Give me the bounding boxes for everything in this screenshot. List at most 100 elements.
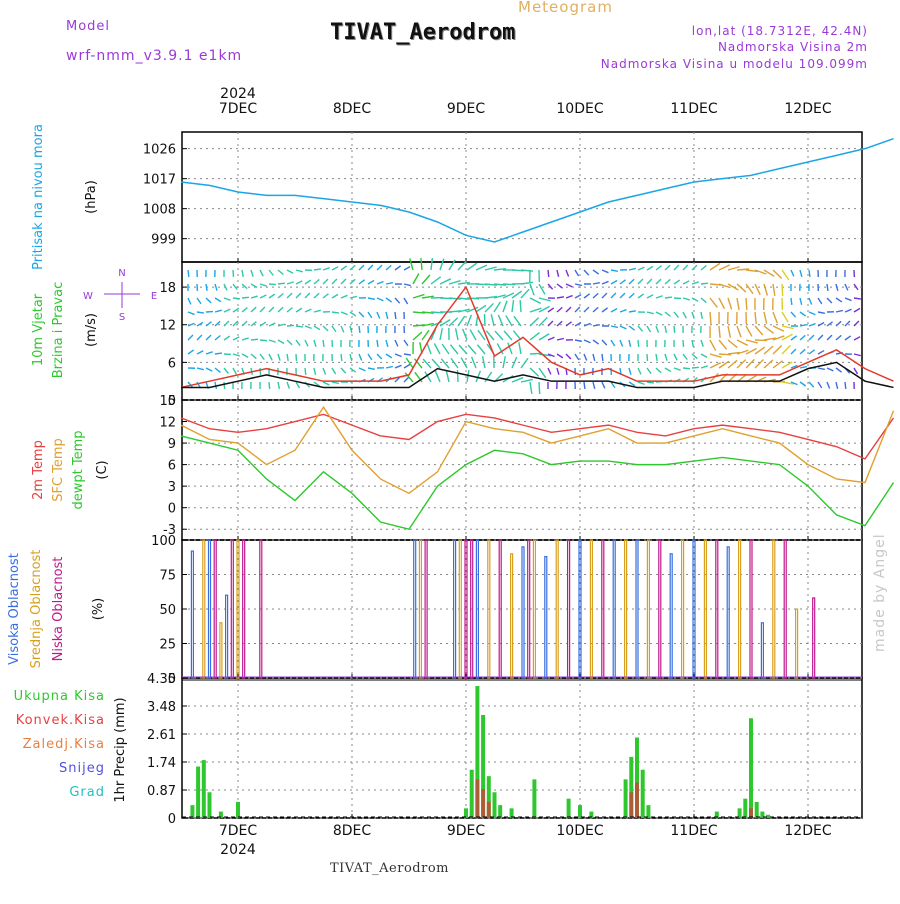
wind-arrow	[755, 359, 763, 368]
wind-arrow	[323, 268, 330, 270]
temp-ylabel-sfc: SFC Temp	[51, 438, 66, 502]
precip-total-bar	[766, 815, 770, 818]
y-tick-label: 4.35	[147, 672, 176, 687]
wind-arrow	[719, 298, 724, 309]
cloud-low-bar	[659, 540, 661, 678]
wind-arrow	[611, 340, 615, 346]
wind-arrow	[647, 326, 651, 332]
wind-arrow	[854, 354, 861, 356]
wind-arrow	[350, 354, 352, 361]
wind-arrow	[458, 316, 465, 326]
temp2m-line	[181, 414, 894, 459]
wind-arrow	[305, 309, 311, 312]
wind-arrow	[305, 293, 310, 298]
wind-arrow	[836, 321, 841, 326]
wind-arrow	[224, 298, 231, 300]
wind-arrow	[386, 283, 393, 284]
wind-arrow	[450, 345, 458, 354]
wind-arrow	[809, 312, 815, 315]
y-tick-label: 15	[159, 394, 176, 409]
wind-arrow	[404, 284, 411, 286]
top-day-label: 11DEC	[670, 101, 717, 117]
precip-total-bar	[236, 802, 240, 818]
dewpoint-line	[181, 436, 894, 529]
pressure-unit: (hPa)	[84, 180, 99, 214]
wind-arrow	[521, 289, 529, 298]
wind-arrow	[602, 293, 607, 298]
wind-arrow	[620, 326, 626, 329]
wind-arrow	[278, 354, 280, 361]
y-tick-label: 1.74	[147, 756, 176, 771]
pressure-ylabel: Pritisak na nivou mora	[31, 124, 46, 270]
bottom-year-label: 2024	[220, 842, 256, 858]
y-tick-label: 1026	[143, 143, 176, 158]
wind-arrow	[674, 354, 677, 360]
elevation-label: Nadmorska Visina 2m	[718, 40, 868, 54]
wind-arrow	[683, 265, 688, 270]
wind-arrow	[575, 354, 579, 360]
wind-unit: (m/s)	[84, 313, 99, 347]
wind-arrow	[773, 312, 777, 323]
cloud-high-bar	[414, 540, 416, 678]
wind-arrow	[809, 298, 812, 304]
wind-arrow	[845, 284, 848, 290]
wind-arrow	[314, 279, 319, 284]
wind-arrow	[260, 270, 263, 276]
wind-arrow	[296, 340, 300, 346]
wind-arrow	[764, 284, 767, 296]
wind-arrow	[548, 308, 554, 312]
wind-arrow	[836, 368, 842, 372]
wind-arrow	[404, 354, 411, 355]
wind-arrow	[539, 284, 545, 294]
wind-arrow	[665, 265, 670, 270]
wind-arrow	[404, 377, 409, 382]
wind-arrow	[665, 279, 670, 284]
wind-arrow	[341, 368, 346, 373]
wind-arrow	[818, 368, 825, 369]
wind-arrow	[441, 359, 449, 368]
cloud-high-bar	[191, 551, 193, 678]
wind-arrow	[854, 368, 858, 374]
wind-arrow	[504, 331, 512, 340]
wind-arrow	[719, 326, 720, 338]
cloud-mid-bar	[773, 540, 775, 678]
wind-arrow	[456, 328, 458, 340]
wind-arrow	[423, 359, 431, 368]
cloud-high-bar	[454, 540, 456, 678]
wind-arrow	[557, 321, 562, 326]
wind-arrow	[188, 312, 195, 314]
wind-arrow	[683, 281, 689, 284]
wind-arrow	[476, 305, 486, 312]
wind-arrow	[305, 326, 312, 328]
wind-arrow	[773, 361, 783, 368]
credit-label: made by Angel	[872, 533, 888, 652]
wind-arrow	[620, 293, 625, 298]
top-day-label: 7DEC	[219, 101, 258, 117]
precip-legend-0: Ukupna Kisa	[14, 689, 105, 704]
wind-arrow	[332, 267, 338, 270]
wind-arrow	[530, 382, 532, 394]
wind-arrow	[782, 312, 788, 322]
wind-arrow	[188, 270, 189, 277]
wind-arrow	[827, 322, 833, 326]
wind-arrow	[719, 340, 727, 349]
cloud-low-bar	[750, 540, 752, 678]
wind-arrow	[413, 274, 419, 284]
wind-arrow	[434, 343, 440, 354]
temperature-frame	[182, 400, 862, 540]
wind-arrow	[341, 354, 342, 361]
bottom-day-label: 9DEC	[447, 823, 486, 839]
cloud-mid-bar	[625, 540, 627, 678]
cloud-high-bar	[209, 540, 211, 678]
wind-arrow	[809, 270, 810, 277]
wind-arrow	[269, 284, 276, 285]
wind-arrow	[422, 330, 429, 340]
wind-arrow	[827, 298, 832, 303]
wind-arrow	[224, 321, 229, 326]
wind-arrow	[755, 284, 760, 295]
cloud-low-bar	[568, 540, 570, 678]
wind-arrow	[224, 368, 228, 373]
wind-arrow	[638, 279, 643, 284]
wind-arrow	[548, 321, 553, 326]
